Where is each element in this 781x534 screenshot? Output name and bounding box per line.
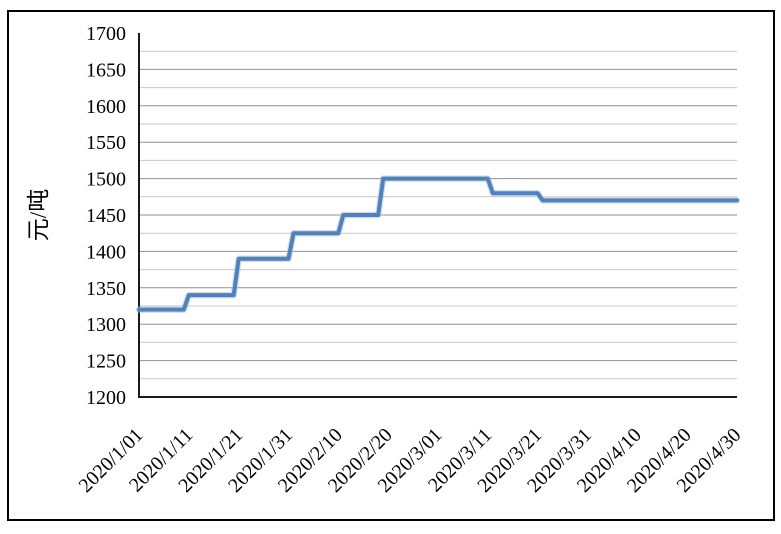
y-tick-label: 1500 [86, 169, 126, 191]
y-tick-label: 1550 [86, 132, 126, 154]
y-tick-label: 1400 [86, 241, 126, 263]
y-tick-label: 1250 [86, 351, 126, 373]
y-tick-label: 1600 [86, 96, 126, 118]
y-tick-label: 1450 [86, 205, 126, 227]
y-tick-label: 1200 [86, 387, 126, 409]
y-tick-label: 1350 [86, 278, 126, 300]
y-tick-label: 1700 [86, 23, 126, 45]
y-tick-label: 1650 [86, 59, 126, 81]
price-line [137, 176, 739, 312]
chart-outer-border [7, 10, 775, 521]
y-tick-label: 1300 [86, 314, 126, 336]
price-line-halo [135, 175, 741, 313]
y-axis-title: 元/吨 [26, 189, 51, 241]
